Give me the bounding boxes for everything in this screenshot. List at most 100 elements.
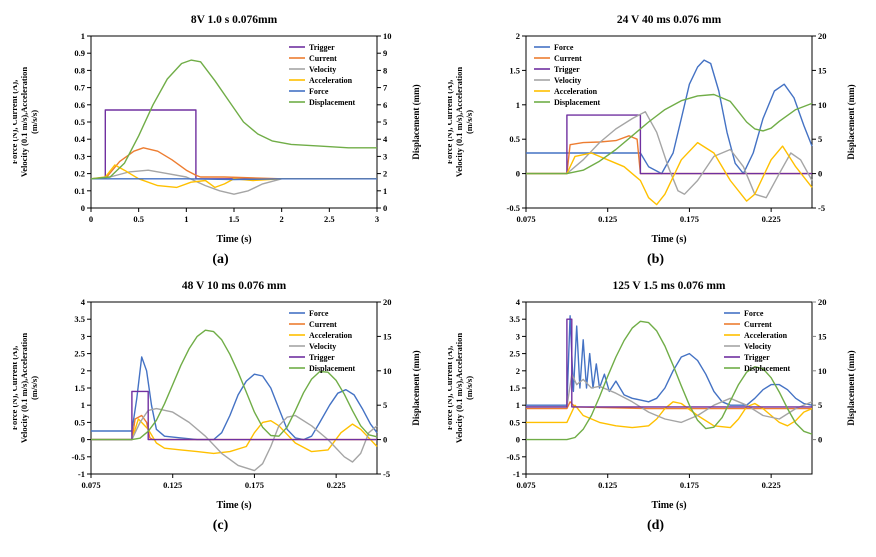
series-velocity <box>525 373 812 424</box>
y-tick-right-label: 20 <box>818 31 827 41</box>
y-tick-left-label: 4 <box>80 297 85 307</box>
y-tick-left-label: 1.5 <box>74 383 85 393</box>
x-tick-label: 0.175 <box>679 480 698 490</box>
y-tick-right-label: 5 <box>383 400 387 410</box>
series-acceleration <box>525 401 812 429</box>
y-tick-right-label: 20 <box>383 297 392 307</box>
left-axis-label: Force (N), Current (A),Velocity (0.1 m/s… <box>448 333 474 443</box>
y-tick-right-label: 8 <box>383 65 387 75</box>
y-tick-right-label: -5 <box>818 203 825 213</box>
y-tick-left-label: 0.8 <box>74 65 85 75</box>
y-tick-left-label: 3 <box>515 331 519 341</box>
legend-label-displacement: Displacement <box>309 364 356 373</box>
legend: Force Current Acceleration Velocity Trigger D… <box>723 309 791 373</box>
y-tick-left-label: 0 <box>80 203 84 213</box>
y-tick-right-label: 10 <box>818 366 827 376</box>
y-tick-left-label: 0.2 <box>74 169 85 179</box>
y-tick-right-label: 15 <box>383 331 392 341</box>
legend-label-velocity: Velocity <box>309 65 336 74</box>
x-tick-label: 0.125 <box>598 480 617 490</box>
x-tick-label: 0.125 <box>598 214 617 224</box>
x-tick-label: 1 <box>184 214 188 224</box>
y-tick-left-label: 3.5 <box>509 314 520 324</box>
legend-label-velocity: Velocity <box>309 342 336 351</box>
chart-b: 24 V 40 ms 0.076 mm 0.075 0.125 0.175 0.225 -… <box>448 14 856 245</box>
legend-label-acceleration: Acceleration <box>309 76 353 85</box>
y-tick-right-label: 2 <box>383 169 387 179</box>
legend-label-force: Force <box>554 43 574 52</box>
y-tick-left-label: 0.9 <box>74 48 85 58</box>
legend-label-force: Force <box>309 309 329 318</box>
y-tick-right-label: 5 <box>818 400 822 410</box>
y-tick-right-label: 3 <box>383 151 387 161</box>
chart-title: 24 V 40 ms 0.076 mm <box>616 14 721 26</box>
y-tick-right-label: 20 <box>818 297 827 307</box>
panel-c: 48 V 10 ms 0.076 mm 0.075 0.125 0.175 0.225 -… <box>10 274 431 540</box>
x-tick-label: 0.225 <box>326 480 345 490</box>
left-axis-label: Force (N), Current (A),Velocity (0.1 m/s… <box>13 67 39 177</box>
y-tick-right-label: 7 <box>383 83 388 93</box>
series-velocity <box>90 407 377 472</box>
chart-c: 48 V 10 ms 0.076 mm 0.075 0.125 0.175 0.225 -… <box>13 280 421 511</box>
y-tick-left-label: 2 <box>515 31 519 41</box>
y-tick-right-label: 0 <box>383 435 387 445</box>
y-tick-left-label: 1 <box>515 100 519 110</box>
x-tick-label: 0.225 <box>761 480 780 490</box>
series-force <box>90 178 377 181</box>
panel-b: 24 V 40 ms 0.076 mm 0.075 0.125 0.175 0.225 -… <box>445 8 866 274</box>
legend: Force Current Trigger Velocity Acceleration D… <box>533 43 601 107</box>
legend-label-trigger: Trigger <box>309 353 335 362</box>
x-tick-label: 1.5 <box>228 214 239 224</box>
y-tick-left-label: 1 <box>515 400 519 410</box>
series-velocity <box>525 110 813 199</box>
chart-d: 125 V 1.5 ms 0.076 mm 0.075 0.125 0.175 0.22… <box>448 280 856 511</box>
figure-label-b: (b) <box>646 252 665 267</box>
legend-label-acceleration: Acceleration <box>309 331 353 340</box>
series-trigger <box>525 318 812 408</box>
y-tick-right-label: 0 <box>818 435 822 445</box>
y-tick-left-label: 0.6 <box>74 100 85 110</box>
y-tick-left-label: 3 <box>80 331 84 341</box>
y-tick-left-label: 0.5 <box>74 417 85 427</box>
y-tick-left-label: 0.5 <box>509 417 520 427</box>
y-tick-left-label: 1.5 <box>509 383 520 393</box>
right-axis-label: Displacement (mm) <box>411 350 421 425</box>
series-acceleration <box>525 141 813 206</box>
series-current <box>90 147 377 180</box>
legend-label-current: Current <box>744 320 772 329</box>
y-tick-right-label: 4 <box>383 134 388 144</box>
x-tick-label: 0 <box>88 214 92 224</box>
y-tick-left-label: 0.3 <box>74 151 85 161</box>
y-tick-left-label: -0.5 <box>71 452 84 462</box>
x-tick-label: 0.125 <box>163 480 182 490</box>
y-tick-left-label: 0.7 <box>74 83 85 93</box>
y-tick-left-label: 0 <box>515 435 519 445</box>
series-displacement <box>525 93 812 175</box>
chart-title: 8V 1.0 s 0.076mm <box>190 14 277 26</box>
y-tick-left-label: 2 <box>80 366 84 376</box>
y-tick-right-label: 9 <box>383 48 387 58</box>
y-tick-left-label: 0.5 <box>509 134 520 144</box>
panel-a: 8V 1.0 s 0.076mm 0 0.5 1 1.5 2 2.5 3 0 0.1 0.2 0.3 0… <box>10 8 431 274</box>
series-velocity <box>90 169 377 195</box>
y-tick-right-label: 6 <box>383 100 387 110</box>
legend-label-trigger: Trigger <box>744 353 770 362</box>
legend-label-trigger: Trigger <box>554 65 580 74</box>
right-axis-label: Displacement (mm) <box>411 84 421 159</box>
x-tick-label: 0.5 <box>133 214 144 224</box>
y-tick-left-label: 4 <box>515 297 520 307</box>
legend: Force Current Acceleration Velocity Trigger D… <box>288 309 356 373</box>
x-tick-label: 2.5 <box>324 214 335 224</box>
x-tick-label: 0.225 <box>761 214 780 224</box>
figure-label-a: (a) <box>212 252 229 267</box>
figure-label-d: (d) <box>646 518 665 533</box>
y-tick-left-label: 2 <box>515 366 519 376</box>
left-axis-label: Force (N), Current (A),Velocity (0.1 m/s… <box>448 67 474 177</box>
legend-label-displacement: Displacement <box>744 364 791 373</box>
y-tick-right-label: 0 <box>818 169 822 179</box>
y-tick-left-label: -0.5 <box>506 452 519 462</box>
legend-label-displacement: Displacement <box>554 98 601 107</box>
series-displacement <box>525 320 812 441</box>
legend-label-velocity: Velocity <box>554 76 581 85</box>
chart-title: 48 V 10 ms 0.076 mm <box>181 280 286 292</box>
